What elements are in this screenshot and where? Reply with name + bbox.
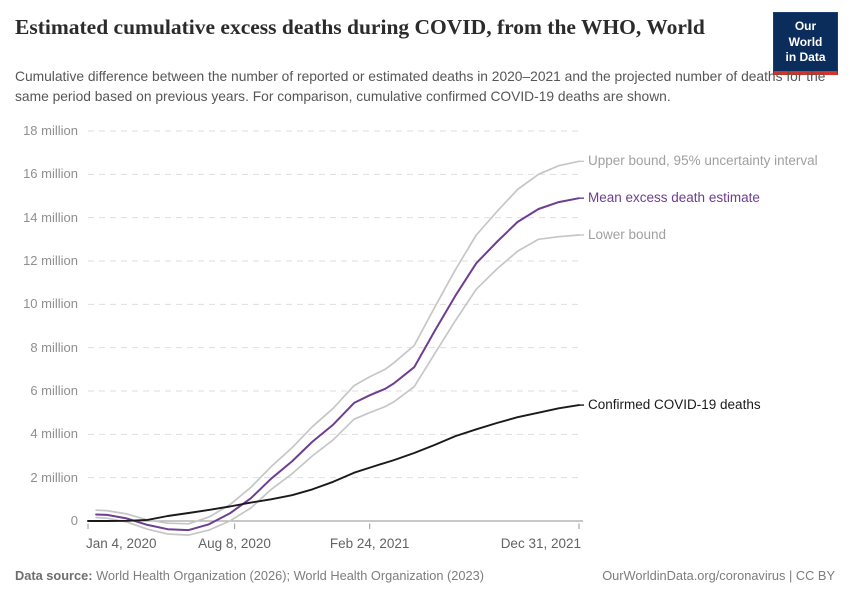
owid-logo-line1: Our World <box>788 19 823 49</box>
series-line-lower[interactable] <box>95 234 580 536</box>
y-tick-label-0: 0 <box>70 513 78 528</box>
chart-subtitle: Cumulative difference between the number… <box>15 69 826 105</box>
series-line-upper[interactable] <box>95 160 580 525</box>
x-tick-label-1: Aug 8, 2020 <box>198 536 271 551</box>
y-tick-label-8: 8 million <box>30 339 78 355</box>
owid-logo-line2: in Data <box>785 50 826 65</box>
y-tick-label-18: 18 million <box>23 123 78 138</box>
owid-logo[interactable]: Our World in Data <box>773 12 838 75</box>
data-source-note: Data source: World Health Organization (… <box>15 568 484 583</box>
series-label-lower[interactable]: Lower bound <box>588 227 667 242</box>
y-tick-label-2: 2 million <box>30 469 78 485</box>
series-label-mean[interactable]: Mean excess death estimate <box>588 190 760 206</box>
data-source-label: Data source: <box>15 568 93 583</box>
x-tick-label-2: Feb 24, 2021 <box>329 536 410 551</box>
y-tick-label-14: 14 million <box>23 209 78 225</box>
data-source-text: World Health Organization (2026); World … <box>92 568 484 583</box>
series-label-upper[interactable]: Upper bound, 95% uncertainty interval <box>588 153 818 169</box>
y-tick-label-10: 10 million <box>23 296 78 312</box>
y-tick-label-16: 16 million <box>23 166 78 182</box>
series-label-confirmed[interactable]: Confirmed COVID-19 deaths <box>588 397 761 413</box>
y-tick-label-6: 6 million <box>30 383 78 398</box>
y-tick-label-4: 4 million <box>30 426 78 442</box>
series-line-confirmed[interactable] <box>87 404 580 522</box>
x-tick-label-0: Jan 4, 2020 <box>86 536 157 551</box>
owid-link[interactable]: OurWorldinData.org/coronavirus | CC BY <box>602 568 835 583</box>
series-line-mean[interactable] <box>95 197 580 532</box>
x-tick-label-3: Dec 31, 2021 <box>500 536 581 551</box>
page-title: Estimated cumulative excess deaths durin… <box>15 15 705 39</box>
y-tick-label-12: 12 million <box>23 253 78 268</box>
